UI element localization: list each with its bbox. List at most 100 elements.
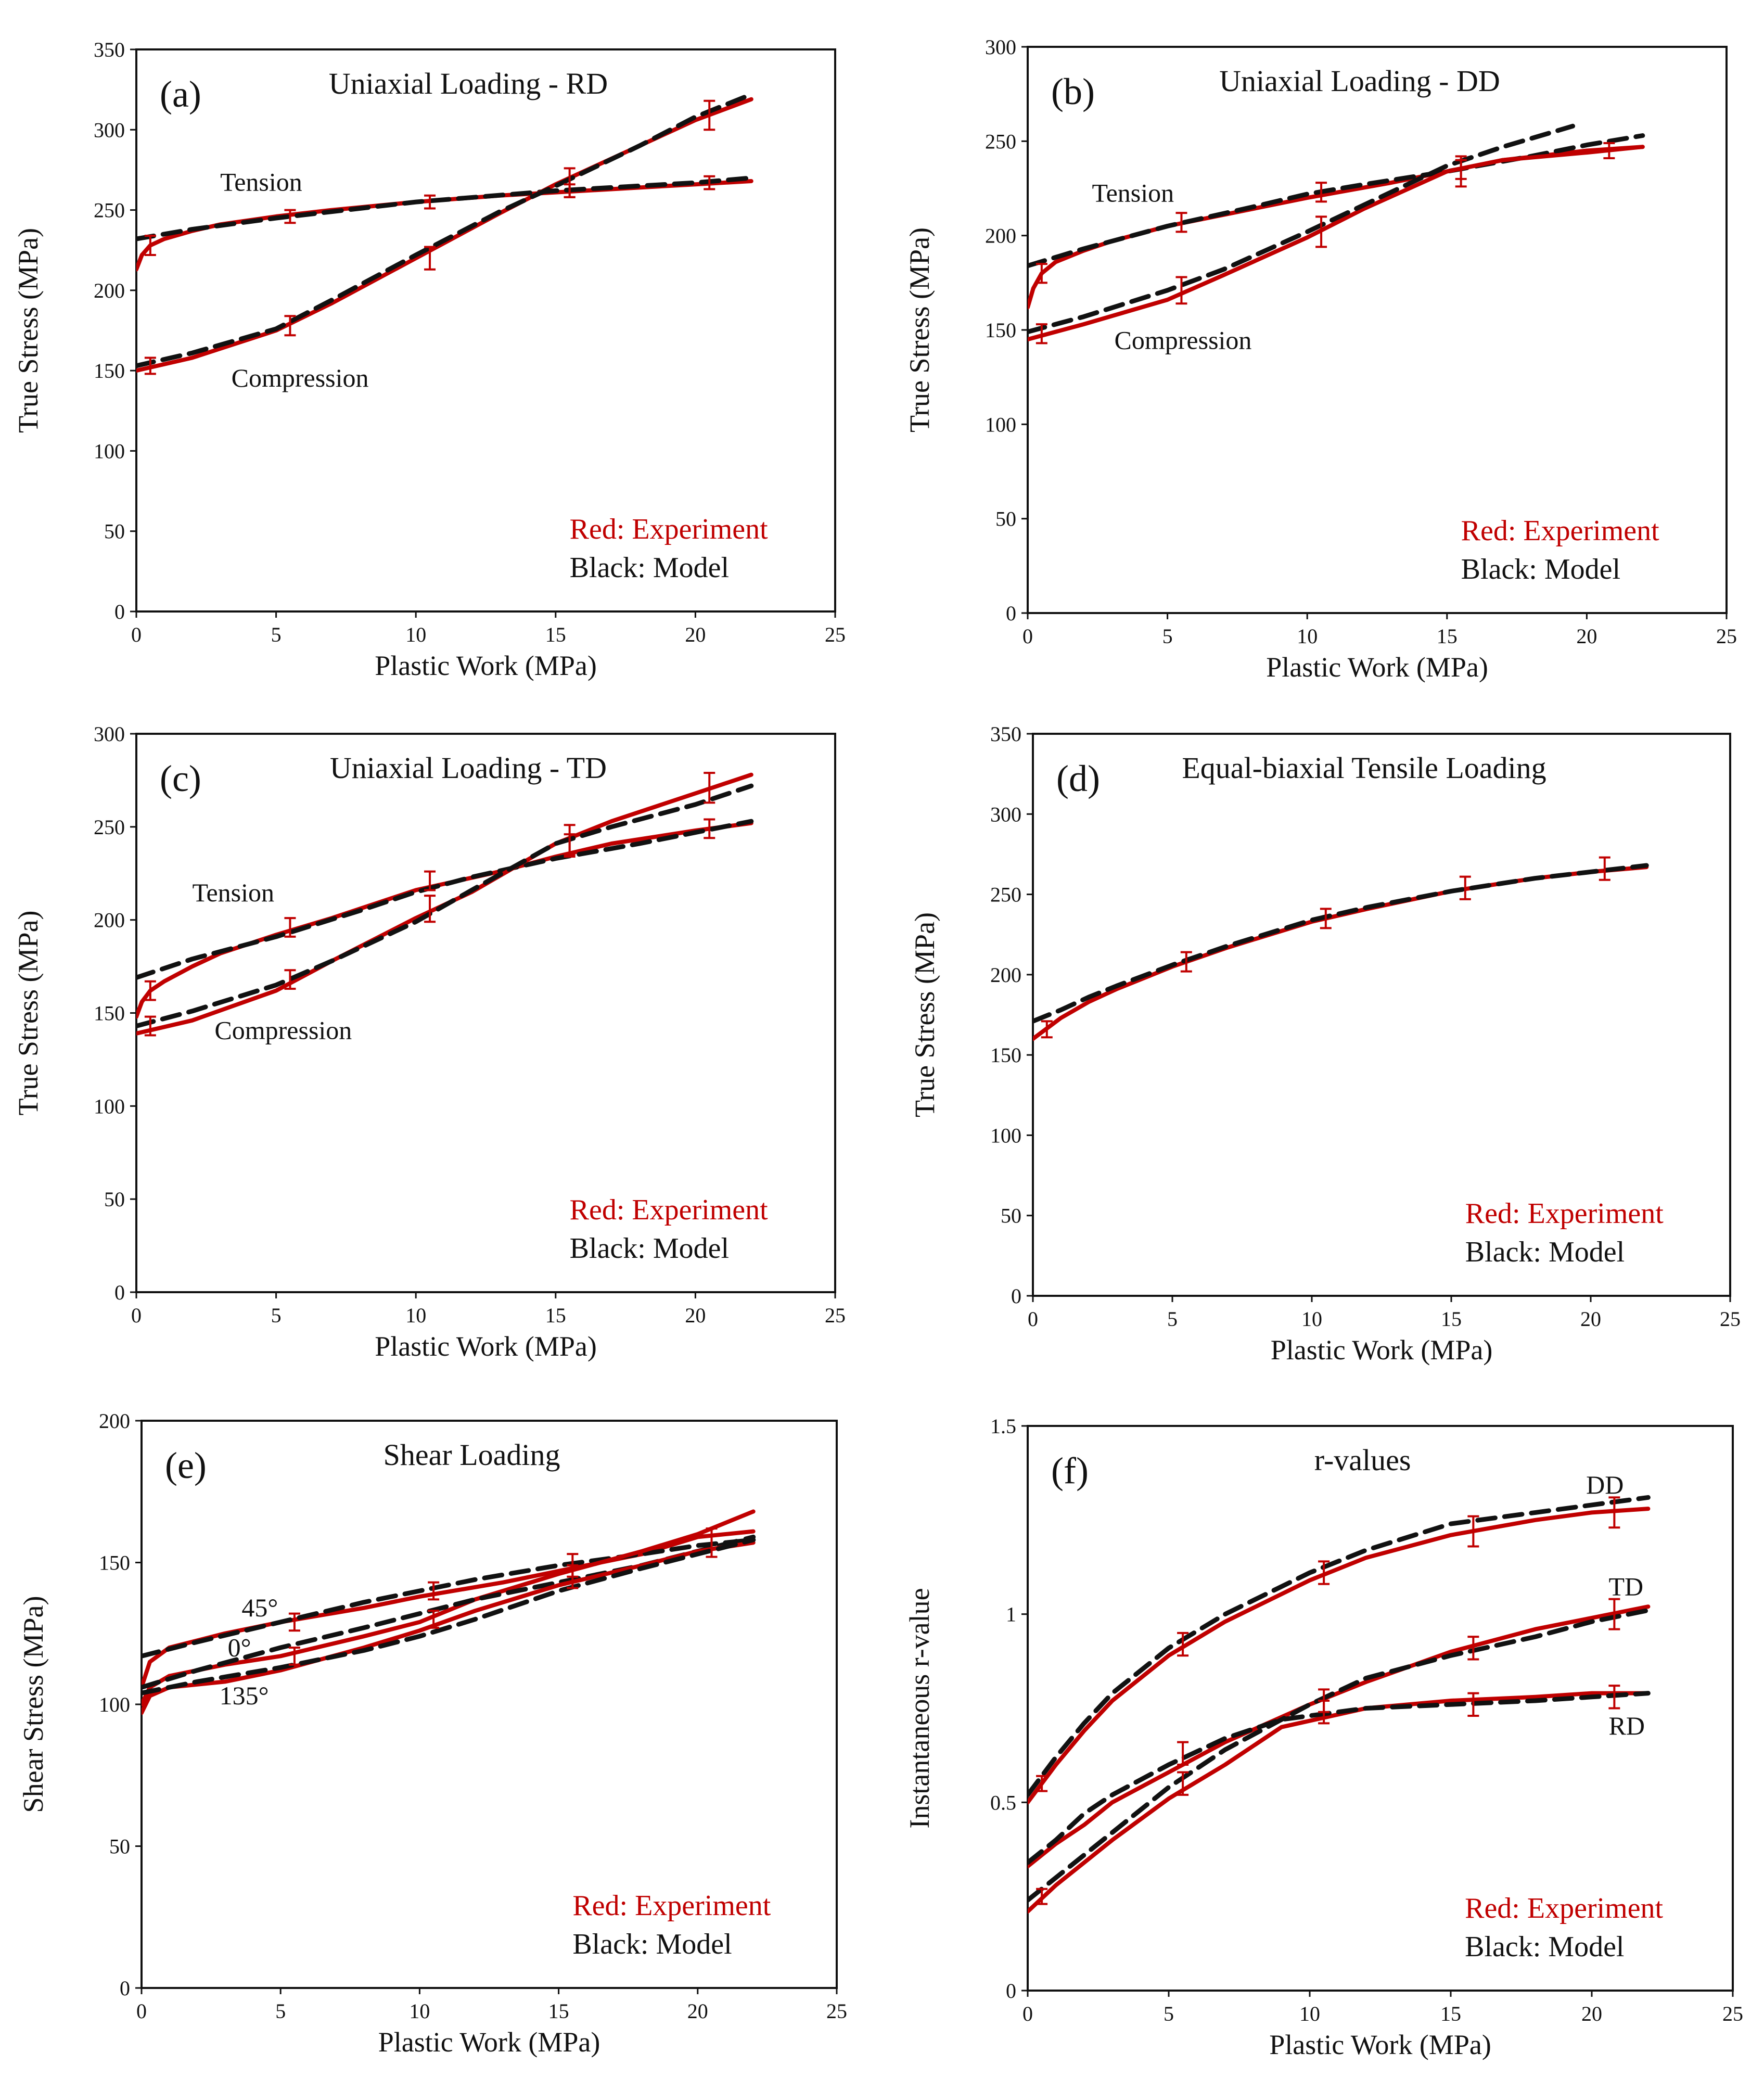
y-tick-label: 300 bbox=[990, 802, 1021, 826]
legend-experiment: Red: Experiment bbox=[1465, 1197, 1664, 1230]
error-bar bbox=[567, 1564, 579, 1589]
y-tick-label: 150 bbox=[985, 318, 1016, 342]
error-bar bbox=[144, 1015, 156, 1037]
error-bar bbox=[1175, 276, 1187, 305]
x-tick-label: 0 bbox=[131, 1304, 142, 1327]
error-bar bbox=[1608, 1598, 1620, 1630]
curve-annotation: DD bbox=[1586, 1470, 1624, 1499]
panel-label: (b) bbox=[1051, 71, 1095, 112]
error-bar bbox=[1315, 182, 1327, 203]
x-tick-label: 0 bbox=[1022, 2002, 1033, 2025]
series-line-model bbox=[136, 783, 754, 1028]
x-tick-label: 5 bbox=[1167, 1307, 1178, 1331]
legend-model: Black: Model bbox=[570, 552, 729, 584]
error-bar bbox=[1599, 856, 1610, 881]
error-bar bbox=[1036, 1775, 1048, 1792]
panel-label: (f) bbox=[1051, 1450, 1089, 1491]
error-bar bbox=[144, 980, 156, 1001]
y-axis-label: True Stress (MPa) bbox=[909, 912, 940, 1117]
x-tick-label: 0 bbox=[1028, 1307, 1038, 1331]
series-line-experiment bbox=[136, 821, 753, 1019]
x-axis-label: Plastic Work (MPa) bbox=[1269, 2029, 1491, 2060]
error-bar bbox=[704, 175, 715, 190]
y-tick-label: 200 bbox=[985, 224, 1016, 248]
y-tick-label: 200 bbox=[990, 963, 1021, 987]
y-tick-label: 350 bbox=[94, 38, 125, 61]
legend-model: Black: Model bbox=[572, 1928, 732, 1960]
y-tick-label: 50 bbox=[109, 1835, 130, 1858]
x-tick-label: 5 bbox=[271, 623, 282, 646]
series-group bbox=[1028, 1495, 1651, 1914]
error-bar bbox=[284, 209, 296, 224]
error-bar bbox=[288, 1647, 300, 1666]
curve-annotation: Compression bbox=[214, 1016, 352, 1045]
legend-model: Black: Model bbox=[1465, 1236, 1625, 1268]
x-tick-label: 25 bbox=[825, 1304, 846, 1327]
panel-title: Uniaxial Loading - RD bbox=[329, 67, 608, 100]
curve-annotation: Tension bbox=[192, 878, 274, 907]
panel-r-values: 0 5 10 15 20 25 0 0.5 1 1.5 Plastic Work (MPa) Inst… bbox=[904, 1414, 1743, 2060]
series-line-experiment bbox=[1028, 1507, 1651, 1805]
plot-frame bbox=[1027, 1425, 1734, 1992]
y-axis-label: Instantaneous r-value bbox=[904, 1588, 935, 1828]
curve-annotation: Tension bbox=[220, 168, 302, 197]
series-line-experiment bbox=[1033, 865, 1649, 1041]
x-tick-label: 0 bbox=[131, 623, 142, 646]
error-bar bbox=[1036, 263, 1047, 284]
error-bar bbox=[428, 1581, 440, 1601]
series-group bbox=[136, 92, 754, 373]
series-line-experiment bbox=[136, 97, 753, 373]
y-tick-label: 0.5 bbox=[990, 1791, 1016, 1814]
x-tick-label: 20 bbox=[1580, 1307, 1601, 1331]
error-bar bbox=[564, 167, 576, 198]
curve-annotation: 135° bbox=[220, 1681, 269, 1710]
error-bar bbox=[704, 99, 715, 131]
series-line-model bbox=[136, 175, 754, 241]
y-tick-label: 100 bbox=[94, 1094, 125, 1118]
series-line-experiment bbox=[1028, 1691, 1651, 1914]
y-tick-label: 50 bbox=[995, 507, 1016, 531]
error-bar bbox=[1318, 1560, 1330, 1585]
x-tick-label: 5 bbox=[271, 1304, 282, 1327]
curve-annotation: Compression bbox=[1115, 325, 1252, 354]
x-tick-label: 25 bbox=[1720, 1307, 1741, 1331]
y-tick-label: 200 bbox=[94, 279, 125, 302]
error-bar bbox=[1315, 215, 1327, 248]
x-axis-label: Plastic Work (MPa) bbox=[378, 2026, 600, 2058]
error-bar bbox=[1180, 951, 1192, 973]
series-line-model bbox=[136, 819, 754, 980]
legend-model: Black: Model bbox=[570, 1232, 729, 1265]
y-tick-label: 50 bbox=[104, 520, 125, 543]
y-tick-label: 100 bbox=[985, 413, 1016, 436]
y-axis-label: Shear Stress (MPa) bbox=[18, 1596, 49, 1813]
error-bar bbox=[424, 194, 436, 210]
error-bar bbox=[1455, 155, 1467, 188]
error-bar bbox=[1036, 323, 1047, 345]
error-bar bbox=[144, 356, 156, 375]
x-tick-label: 0 bbox=[1022, 624, 1033, 648]
legend-model: Black: Model bbox=[1465, 1931, 1624, 1963]
legend-experiment: Red: Experiment bbox=[1461, 515, 1659, 547]
legend-model: Black: Model bbox=[1461, 553, 1620, 585]
y-tick-label: 250 bbox=[94, 199, 125, 222]
series-line-model bbox=[1028, 1608, 1651, 1903]
x-tick-label: 0 bbox=[136, 1999, 147, 2023]
error-bar bbox=[706, 1527, 718, 1558]
series-group bbox=[1028, 123, 1645, 342]
error-bar bbox=[1608, 1685, 1620, 1710]
y-tick-label: 200 bbox=[99, 1409, 130, 1433]
y-tick-label: 200 bbox=[94, 909, 125, 932]
panel-label: (a) bbox=[160, 73, 201, 115]
error-bar bbox=[1177, 1741, 1189, 1766]
series-line-model bbox=[142, 1537, 756, 1659]
error-bar bbox=[284, 969, 296, 990]
x-tick-label: 25 bbox=[825, 623, 846, 646]
error-bar bbox=[704, 818, 715, 839]
x-axis-label: Plastic Work (MPa) bbox=[1266, 652, 1488, 683]
x-tick-label: 15 bbox=[1441, 1307, 1462, 1331]
error-bar bbox=[1467, 1692, 1479, 1717]
series-line-model bbox=[1033, 863, 1649, 1024]
series-line-model bbox=[1028, 1691, 1651, 1865]
